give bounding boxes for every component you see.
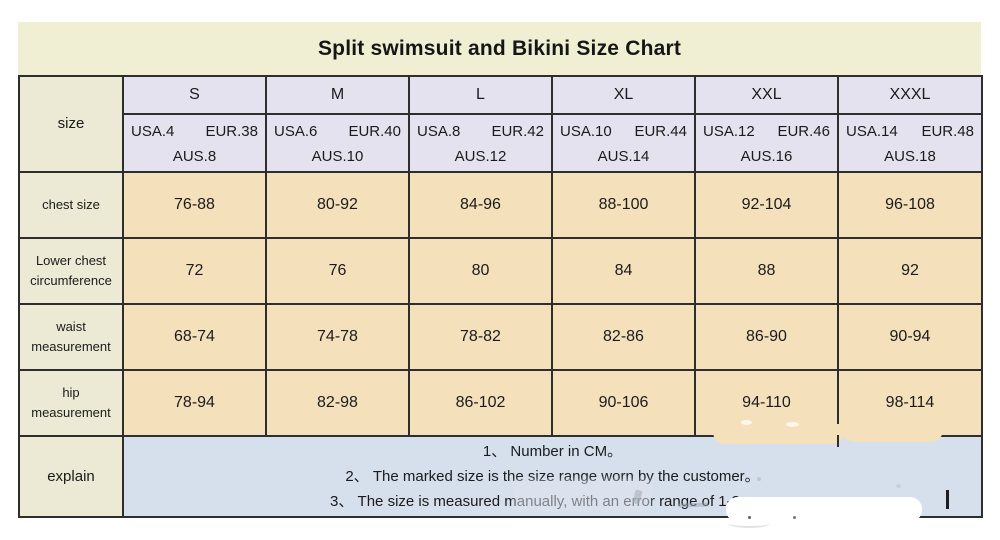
col-header-xxxl: XXXL	[837, 75, 983, 115]
subheader-xxxl: USA.14 EUR.48 AUS.18	[837, 113, 983, 173]
cell-waist-xxxl: 90-94	[837, 303, 983, 371]
cell-hip-l: 86-102	[408, 369, 553, 437]
col-header-s: S	[122, 75, 267, 115]
cell-waist-m: 74-78	[265, 303, 410, 371]
header-row-regions: USA.4 EUR.38 AUS.8 USA.6 EUR.40 AUS.10 USA…	[19, 113, 983, 173]
size-chart-table: size S M L XL XXL XXXL USA.4 EUR.38 AUS.8…	[18, 75, 983, 518]
col-header-xxl: XXL	[694, 75, 839, 115]
row-header-chest-size: chest size	[18, 171, 124, 239]
explain-line-2: 2、 The marked size is the size range wor…	[345, 468, 760, 485]
usa-size: USA.10	[560, 122, 612, 140]
aus-size: AUS.12	[454, 147, 507, 165]
eur-size: EUR.44	[634, 122, 687, 140]
usa-size: USA.8	[417, 122, 461, 140]
aus-size: AUS.10	[311, 147, 364, 165]
subheader-xxl: USA.12 EUR.46 AUS.16	[694, 113, 839, 173]
col-header-m: M	[265, 75, 410, 115]
watermark-ghost-wash	[516, 482, 649, 508]
cell-lowerchest-xxl: 88	[694, 237, 839, 305]
stray-dot	[748, 516, 751, 519]
row-header-lower-chest: Lower chest circumference	[18, 237, 124, 305]
subheader-l: USA.8 EUR.42 AUS.12	[408, 113, 553, 173]
watermark-smudge-white	[726, 497, 922, 522]
cell-waist-xxl: 86-90	[694, 303, 839, 371]
stray-dot	[793, 516, 796, 519]
eur-size: EUR.42	[491, 122, 544, 140]
eur-size: EUR.40	[348, 122, 401, 140]
cell-lowerchest-xxxl: 92	[837, 237, 983, 305]
gray-speck	[896, 484, 901, 488]
cell-waist-s: 68-74	[122, 303, 267, 371]
row-header-hip: hip measurement	[18, 369, 124, 437]
aus-size: AUS.8	[172, 147, 217, 165]
cell-waist-l: 78-82	[408, 303, 553, 371]
gray-speck	[757, 477, 761, 481]
white-speck	[786, 422, 799, 427]
aus-size: AUS.16	[740, 147, 793, 165]
cell-chest-xxxl: 96-108	[837, 171, 983, 239]
cell-lowerchest-m: 76	[265, 237, 410, 305]
faint-gray-arc	[728, 519, 770, 528]
cell-lowerchest-s: 72	[122, 237, 267, 305]
subheader-s: USA.4 EUR.38 AUS.8	[122, 113, 267, 173]
table-row-waist: waist measurement 68-74 74-78 78-82 82-8…	[18, 303, 983, 371]
row-header-explain: explain	[18, 435, 124, 518]
watermark-smudge-tan	[713, 424, 847, 444]
cell-hip-m: 82-98	[265, 369, 410, 437]
cell-chest-l: 84-96	[408, 171, 553, 239]
watermark-smudge-tan	[840, 424, 943, 442]
cell-waist-xl: 82-86	[551, 303, 696, 371]
size-label: size	[57, 115, 85, 132]
usa-size: USA.6	[274, 122, 318, 140]
table-row-hip: hip measurement 78-94 82-98 86-102 90-10…	[18, 369, 983, 437]
stray-mark-dash	[946, 490, 949, 509]
eur-size: EUR.46	[777, 122, 830, 140]
col-header-xl: XL	[551, 75, 696, 115]
eur-size: EUR.48	[921, 122, 974, 140]
explain-line-1: 1、 Number in CM。	[482, 443, 623, 460]
header-row-sizes: size S M L XL XXL XXXL	[18, 75, 983, 173]
eur-size: EUR.38	[205, 122, 258, 140]
cell-lowerchest-xl: 84	[551, 237, 696, 305]
aus-size: AUS.18	[884, 147, 936, 165]
page-title: Split swimsuit and Bikini Size Chart	[317, 36, 682, 60]
row-header-waist: waist measurement	[18, 303, 124, 371]
cell-chest-xl: 88-100	[551, 171, 696, 239]
table-row-lower-chest: Lower chest circumference 72 76 80 84 88…	[18, 237, 983, 305]
aus-size: AUS.14	[597, 147, 650, 165]
usa-size: USA.4	[131, 122, 175, 140]
table-row-chest-size: chest size 76-88 80-92 84-96 88-100 92-1…	[18, 171, 983, 239]
white-speck	[741, 420, 752, 425]
usa-size: USA.14	[846, 122, 898, 140]
usa-size: USA.12	[703, 122, 755, 140]
cell-chest-xxl: 92-104	[694, 171, 839, 239]
col-header-l: L	[408, 75, 553, 115]
cell-chest-s: 76-88	[122, 171, 267, 239]
title-band: Split swimsuit and Bikini Size Chart	[18, 22, 981, 75]
cell-hip-xl: 90-106	[551, 369, 696, 437]
subheader-m: USA.6 EUR.40 AUS.10	[265, 113, 410, 173]
cell-lowerchest-l: 80	[408, 237, 553, 305]
subheader-xl: USA.10 EUR.44 AUS.14	[551, 113, 696, 173]
border-remnant-tick	[837, 435, 839, 447]
cell-chest-m: 80-92	[265, 171, 410, 239]
cell-hip-s: 78-94	[122, 369, 267, 437]
row-header-size: size	[18, 75, 124, 173]
